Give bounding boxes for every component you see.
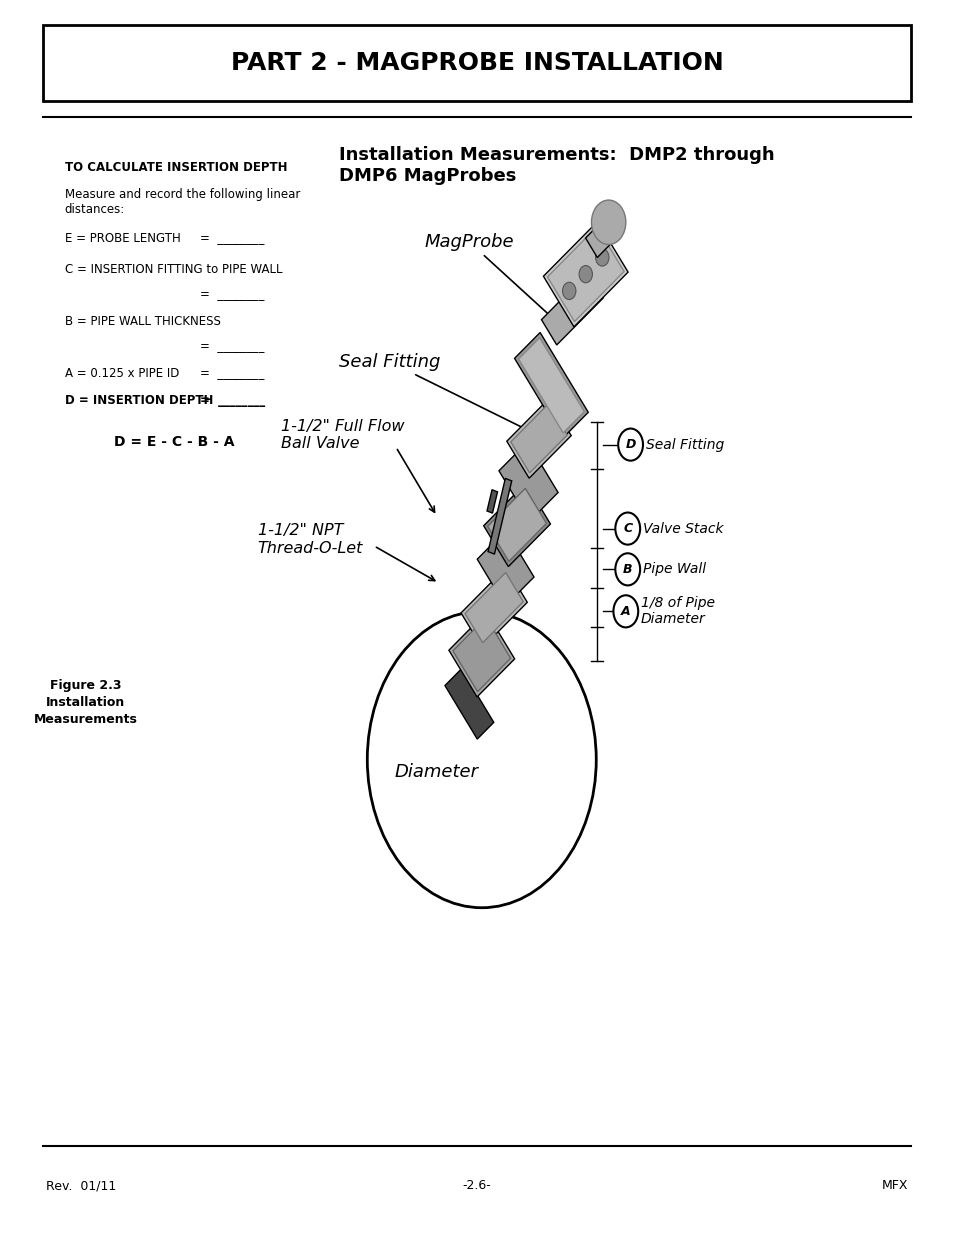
Polygon shape xyxy=(518,337,583,433)
Text: Measure and record the following linear
distances:: Measure and record the following linear … xyxy=(65,188,300,216)
Text: 1-1/2" Full Flow
Ball Valve: 1-1/2" Full Flow Ball Valve xyxy=(281,419,404,451)
Text: PART 2 - MAGPROBE INSTALLATION: PART 2 - MAGPROBE INSTALLATION xyxy=(231,51,722,75)
Polygon shape xyxy=(498,442,558,521)
Text: =  ________: = ________ xyxy=(200,232,264,246)
Polygon shape xyxy=(547,227,623,321)
Text: E = PROBE LENGTH: E = PROBE LENGTH xyxy=(65,232,180,246)
Polygon shape xyxy=(510,404,567,473)
Text: MagProbe: MagProbe xyxy=(424,233,565,330)
Text: A = 0.125 x PIPE ID: A = 0.125 x PIPE ID xyxy=(65,367,179,380)
Polygon shape xyxy=(541,273,602,345)
Text: MFX: MFX xyxy=(881,1179,907,1192)
Circle shape xyxy=(591,200,625,245)
Circle shape xyxy=(615,553,639,585)
Text: D = INSERTION DEPTH: D = INSERTION DEPTH xyxy=(65,394,213,408)
Text: Figure 2.3
Installation
Measurements: Figure 2.3 Installation Measurements xyxy=(34,679,137,726)
Text: C = INSERTION FITTING to PIPE WALL: C = INSERTION FITTING to PIPE WALL xyxy=(65,263,282,277)
Text: =  ________: = ________ xyxy=(200,367,264,380)
Polygon shape xyxy=(453,618,510,692)
Polygon shape xyxy=(464,573,523,642)
Text: =  ________: = ________ xyxy=(200,288,264,301)
Text: =  ________: = ________ xyxy=(200,340,264,353)
Text: =  ________: = ________ xyxy=(200,394,265,408)
Circle shape xyxy=(578,266,592,283)
Polygon shape xyxy=(543,221,627,327)
Text: 1/8 of Pipe
Diameter: 1/8 of Pipe Diameter xyxy=(640,597,715,626)
Text: Valve Stack: Valve Stack xyxy=(642,521,722,536)
Text: D: D xyxy=(625,438,635,451)
Polygon shape xyxy=(460,567,527,648)
Polygon shape xyxy=(444,669,494,739)
Circle shape xyxy=(615,513,639,545)
Text: C: C xyxy=(622,522,632,535)
Circle shape xyxy=(595,248,608,266)
Text: Pipe Wall: Pipe Wall xyxy=(642,562,705,577)
Text: A: A xyxy=(620,605,630,618)
Polygon shape xyxy=(506,399,571,478)
Polygon shape xyxy=(585,217,618,257)
Text: D = E - C - B - A: D = E - C - B - A xyxy=(114,435,234,448)
Text: -2.6-: -2.6- xyxy=(462,1179,491,1192)
Text: Rev.  01/11: Rev. 01/11 xyxy=(46,1179,116,1192)
Text: Diameter: Diameter xyxy=(395,763,478,781)
FancyBboxPatch shape xyxy=(43,25,910,101)
Text: TO CALCULATE INSERTION DEPTH: TO CALCULATE INSERTION DEPTH xyxy=(65,161,287,174)
Text: 1-1/2" NPT
Thread-O-Let: 1-1/2" NPT Thread-O-Let xyxy=(257,524,362,556)
Circle shape xyxy=(562,283,576,300)
Text: Seal Fitting: Seal Fitting xyxy=(645,437,723,452)
Text: Installation Measurements:  DMP2 through
DMP6 MagProbes: Installation Measurements: DMP2 through … xyxy=(338,146,774,184)
Circle shape xyxy=(618,429,642,461)
Polygon shape xyxy=(514,332,588,438)
Polygon shape xyxy=(449,613,514,697)
Polygon shape xyxy=(483,483,550,567)
Text: Seal Fitting: Seal Fitting xyxy=(338,353,533,432)
Polygon shape xyxy=(476,530,534,606)
Text: B: B xyxy=(622,563,632,576)
Circle shape xyxy=(613,595,638,627)
Polygon shape xyxy=(488,478,511,555)
Polygon shape xyxy=(487,488,546,562)
Text: B = PIPE WALL THICKNESS: B = PIPE WALL THICKNESS xyxy=(65,315,220,329)
Polygon shape xyxy=(486,490,497,513)
